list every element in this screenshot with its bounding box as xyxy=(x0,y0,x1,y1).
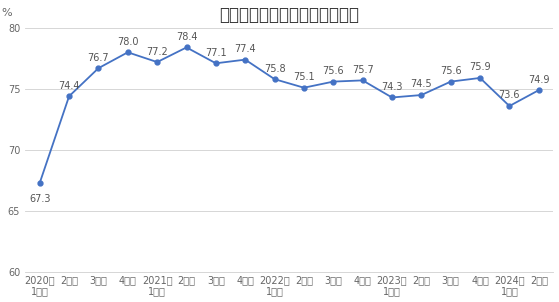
Text: 78.0: 78.0 xyxy=(117,37,139,47)
Text: 76.7: 76.7 xyxy=(88,53,109,63)
Text: 74.9: 74.9 xyxy=(528,75,549,85)
Text: 75.6: 75.6 xyxy=(440,66,462,76)
Text: 75.7: 75.7 xyxy=(352,65,373,75)
Text: %: % xyxy=(1,8,12,18)
Text: 77.4: 77.4 xyxy=(234,44,256,54)
Text: 73.6: 73.6 xyxy=(499,91,520,101)
Text: 74.3: 74.3 xyxy=(381,82,402,92)
Text: 75.8: 75.8 xyxy=(264,64,286,74)
Text: 74.4: 74.4 xyxy=(58,81,80,91)
Text: 75.9: 75.9 xyxy=(469,63,491,72)
Title: 分季度规模以上工业产能利用率: 分季度规模以上工业产能利用率 xyxy=(219,5,359,24)
Text: 78.4: 78.4 xyxy=(176,32,197,42)
Text: 75.1: 75.1 xyxy=(293,72,315,82)
Text: 77.1: 77.1 xyxy=(205,48,226,58)
Text: 67.3: 67.3 xyxy=(29,194,50,204)
Text: 77.2: 77.2 xyxy=(146,47,168,56)
Text: 75.6: 75.6 xyxy=(323,66,344,76)
Text: 74.5: 74.5 xyxy=(410,79,432,89)
